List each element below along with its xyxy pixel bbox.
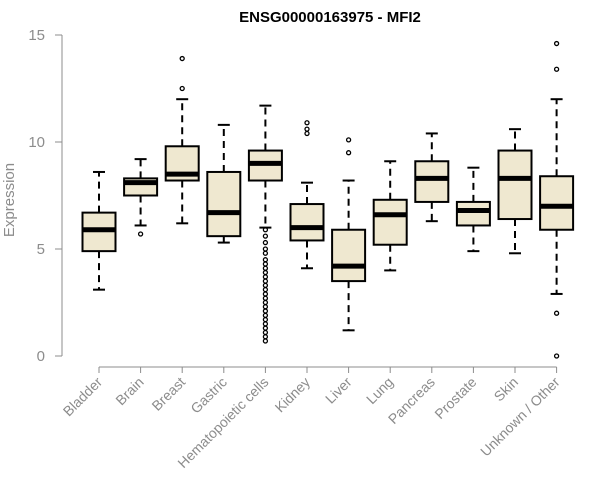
iqr-box	[539, 175, 575, 231]
outlier-point	[345, 137, 352, 143]
box-skin	[497, 128, 533, 255]
outlier-point	[553, 66, 560, 72]
outlier-point	[553, 353, 560, 359]
outlier-point	[262, 227, 269, 233]
y-tick-label: 15	[28, 27, 45, 44]
outlier-point	[262, 246, 269, 252]
outlier-point	[262, 295, 269, 301]
outlier-point	[304, 130, 310, 137]
iqr-box	[372, 198, 408, 246]
outlier-point	[262, 312, 269, 318]
box-unknown-other	[539, 40, 575, 359]
box-kidney	[289, 120, 325, 270]
outlier-point	[262, 257, 269, 263]
x-tick-label: Bladder	[60, 374, 106, 420]
outlier-point	[553, 40, 560, 47]
x-tick-label: Lung	[363, 374, 396, 407]
outlier-point	[262, 274, 269, 280]
y-tick-label: 5	[37, 241, 45, 258]
box-pancreas	[414, 132, 450, 223]
box-lung	[372, 160, 408, 272]
outlier-point	[345, 150, 352, 156]
outlier-point	[262, 316, 269, 323]
boxes-group	[81, 40, 575, 359]
outlier-point	[262, 329, 269, 336]
outlier-point	[262, 250, 269, 256]
box-brain	[123, 158, 159, 237]
y-tick-label: 10	[28, 134, 45, 151]
outlier-point	[262, 338, 269, 344]
iqr-box	[289, 203, 325, 242]
y-axis-label: Expression	[1, 163, 18, 237]
iqr-box	[206, 170, 242, 238]
outlier-point	[179, 55, 185, 62]
x-tick-label: Liver	[322, 374, 355, 407]
box-hematopoietic-cells	[247, 104, 283, 344]
box-gastric	[206, 123, 242, 244]
x-tick-label: Skin	[491, 374, 522, 405]
y-tick-label: 0	[37, 348, 45, 365]
box-bladder	[81, 170, 117, 291]
outlier-point	[262, 308, 269, 314]
box-prostate	[455, 166, 491, 253]
outlier-point	[262, 282, 269, 289]
outlier-point	[262, 239, 269, 246]
outlier-point	[262, 261, 269, 267]
x-tick-label: Breast	[148, 374, 188, 414]
box-breast	[164, 55, 200, 225]
outlier-point	[262, 291, 269, 297]
outlier-point	[262, 269, 269, 276]
chart-title: ENSG00000163975 - MFI2	[239, 9, 421, 26]
outlier-point	[304, 126, 310, 132]
outlier-point	[262, 304, 269, 310]
outlier-point	[262, 325, 269, 331]
outlier-point	[262, 334, 269, 340]
outlier-point	[137, 231, 144, 237]
iqr-box	[414, 160, 450, 203]
outlier-point	[179, 85, 185, 92]
y-axis: 0 5 10 15	[28, 27, 63, 365]
box-liver	[331, 137, 367, 332]
outlier-point	[262, 278, 269, 284]
x-tick-label: Prostate	[431, 374, 479, 422]
x-tick-label: Brain	[112, 374, 146, 408]
iqr-box	[455, 200, 491, 227]
x-tick-label: Kidney	[272, 374, 314, 416]
outlier-point	[262, 299, 269, 306]
iqr-box	[331, 228, 367, 283]
x-tick-label: Unknown / Other	[477, 374, 563, 460]
outlier-point	[304, 120, 310, 126]
outlier-point	[262, 287, 269, 293]
outlier-point	[262, 321, 269, 327]
outlier-point	[553, 310, 560, 316]
outlier-point	[262, 233, 269, 239]
outlier-point	[262, 265, 269, 271]
iqr-box	[497, 149, 533, 221]
